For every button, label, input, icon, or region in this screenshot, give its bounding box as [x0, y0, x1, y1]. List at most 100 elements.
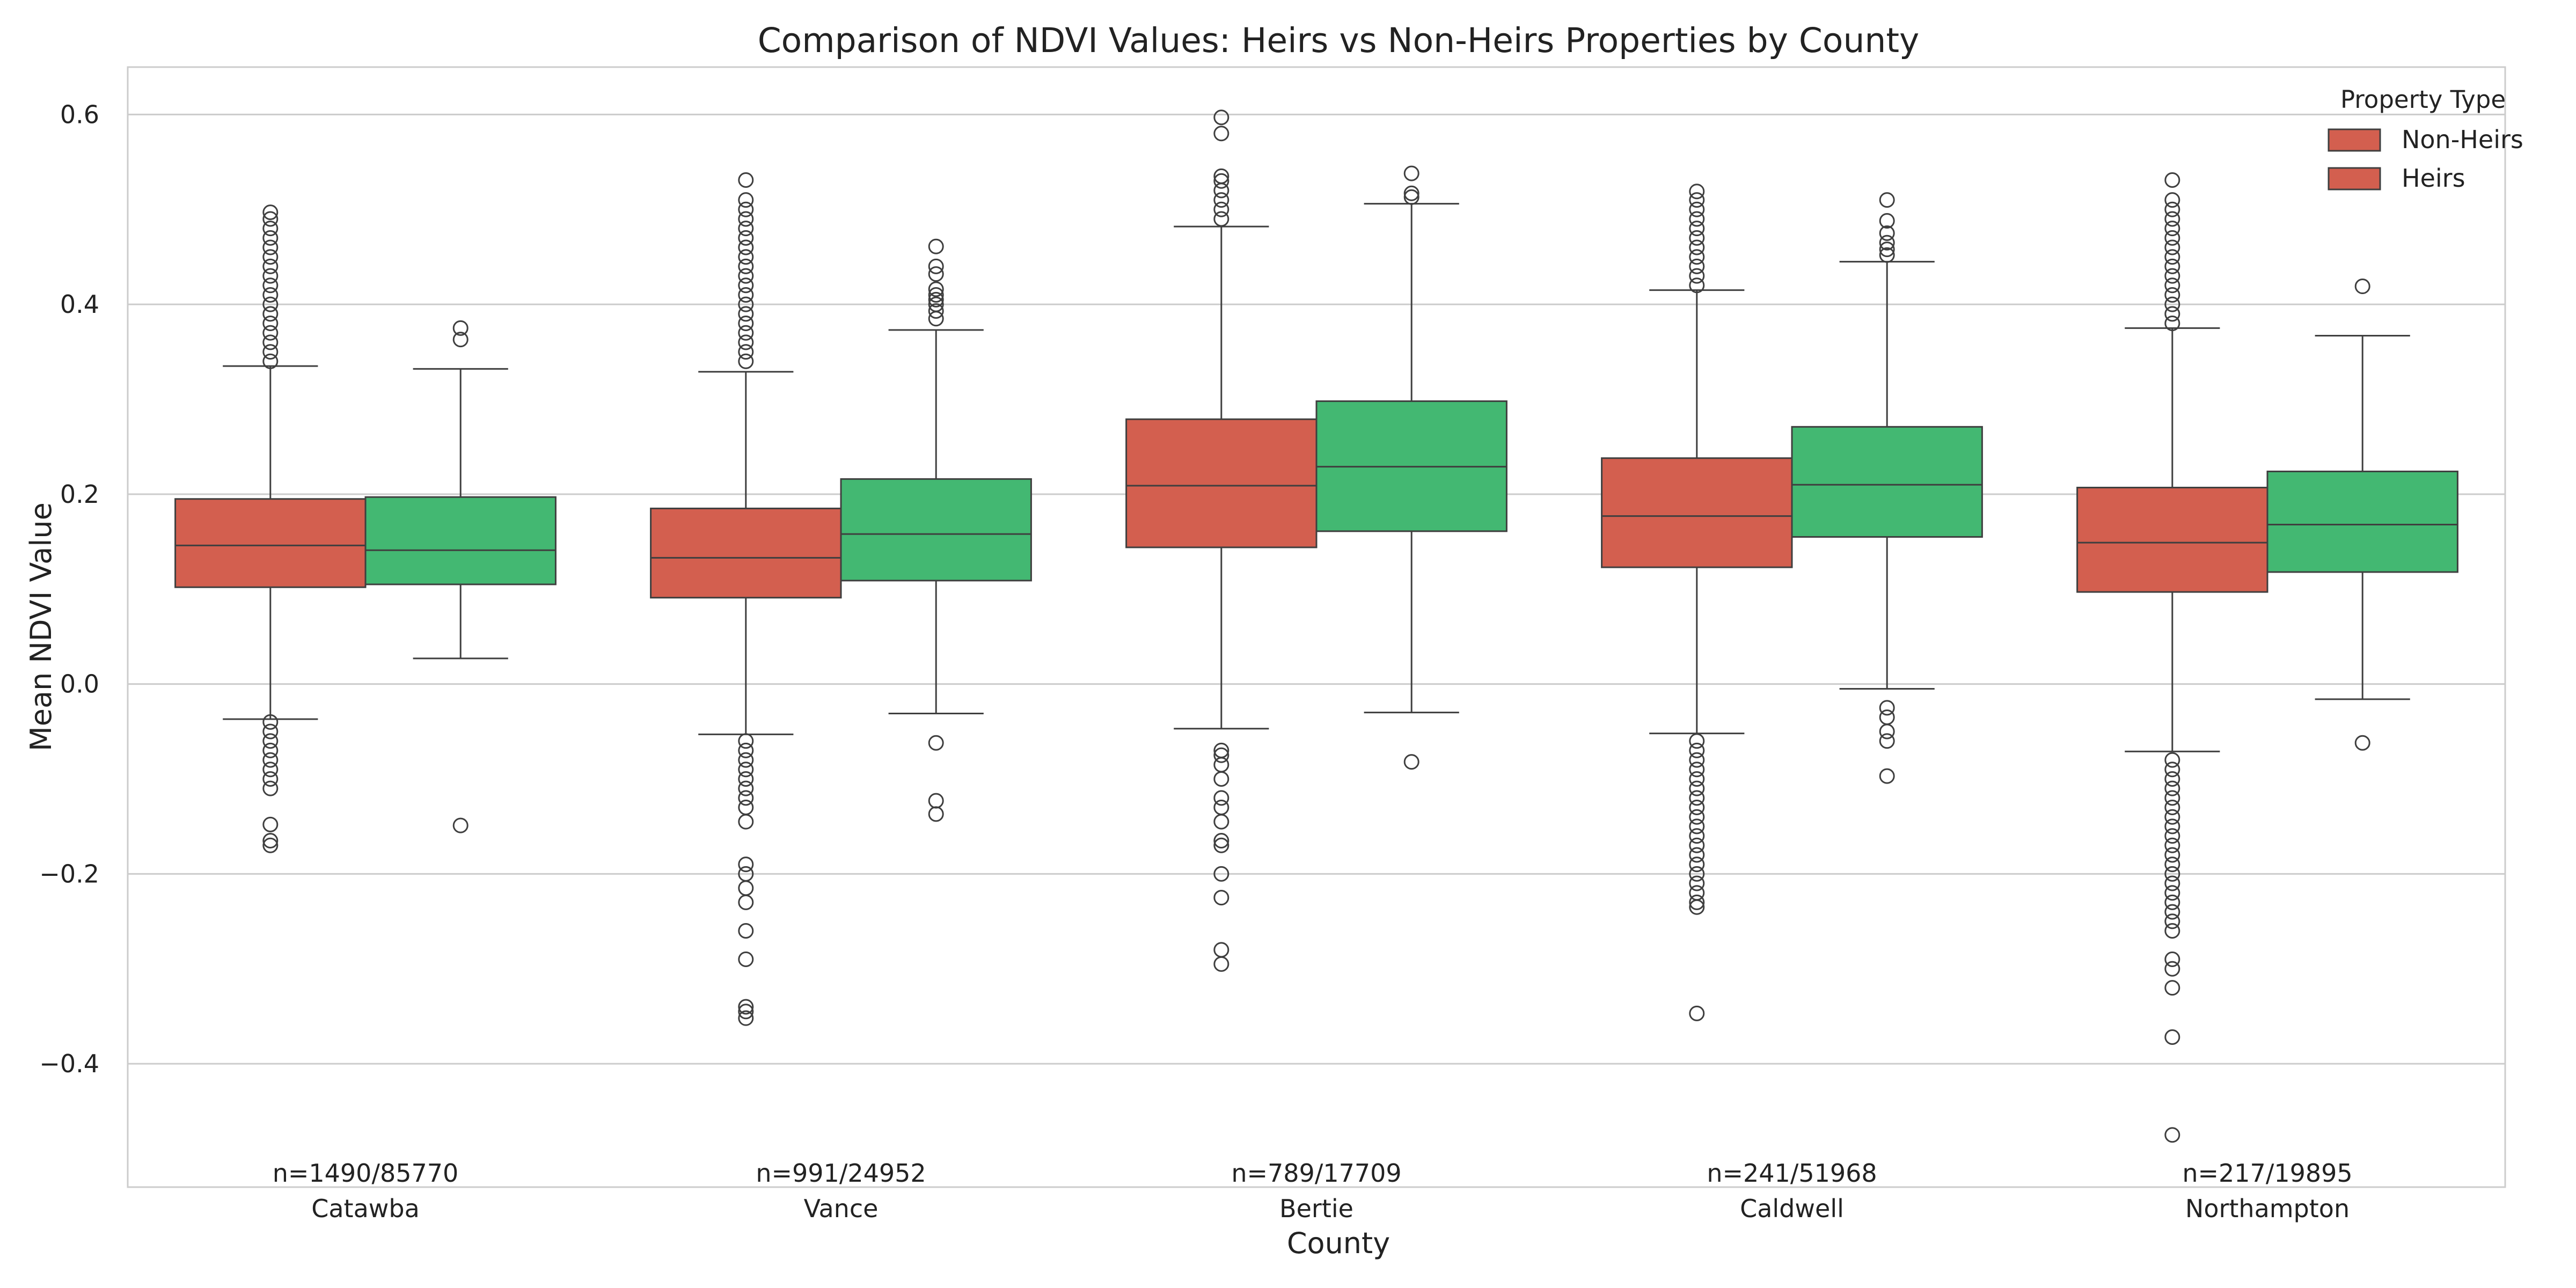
outlier-point	[2164, 875, 2180, 891]
outlier-point	[262, 837, 279, 853]
y-axis-label: Mean NDVI Value	[24, 502, 58, 751]
outlier-point	[928, 735, 944, 751]
legend-label-heirs: Heirs	[2402, 164, 2465, 193]
outlier-point	[1689, 771, 1705, 787]
outlier-point	[262, 258, 279, 274]
outlier-point	[1879, 700, 1895, 716]
x-tick-label: Bertie	[1279, 1194, 1353, 1223]
outlier-point	[1213, 771, 1230, 787]
outlier-point	[1213, 956, 1230, 972]
box-non-heirs	[2076, 172, 2268, 1143]
outlier-point	[262, 723, 279, 740]
outlier-point	[452, 320, 469, 336]
x-tick-label: Caldwell	[1740, 1194, 1844, 1223]
count-label: n=991/24952	[756, 1159, 926, 1188]
outlier-point	[1689, 1005, 1705, 1021]
outlier-point	[1213, 837, 1230, 853]
outlier-point	[262, 306, 279, 322]
outlier-point	[2164, 1029, 2180, 1045]
box-iqr	[1125, 418, 1318, 548]
outlier-point	[738, 742, 754, 758]
outlier-point	[2164, 201, 2180, 217]
outlier-point	[262, 832, 279, 848]
outlier-point	[262, 353, 279, 369]
outlier-point	[1689, 239, 1705, 255]
outlier-point	[738, 221, 754, 237]
outlier-point	[1403, 189, 1419, 205]
outlier-point	[2164, 211, 2180, 227]
outlier-point	[2164, 847, 2180, 863]
outlier-point	[452, 817, 469, 833]
box-iqr	[650, 507, 842, 599]
outlier-point	[738, 923, 754, 939]
legend-label-non-heirs: Non-Heirs	[2402, 125, 2523, 154]
outlier-point	[262, 277, 279, 294]
box-heirs	[1791, 192, 1983, 784]
outlier-point	[2164, 894, 2180, 910]
outlier-point	[1689, 258, 1705, 274]
outlier-point	[262, 239, 279, 255]
box-layer	[174, 109, 2458, 1143]
outlier-point	[1213, 814, 1230, 830]
outlier-point	[2164, 752, 2180, 768]
outlier-point	[1403, 185, 1419, 201]
outlier-point	[738, 172, 754, 188]
outlier-point	[2164, 306, 2180, 322]
plot-area-frame	[127, 66, 2506, 1188]
outlier-point	[2164, 885, 2180, 901]
box-iqr	[364, 496, 557, 586]
outlier-point	[1689, 211, 1705, 227]
outlier-point	[1879, 768, 1895, 784]
outlier-point	[738, 353, 754, 369]
outlier-point	[2164, 239, 2180, 255]
outlier-point	[262, 742, 279, 758]
box-heirs	[840, 238, 1032, 822]
outlier-point	[1689, 828, 1705, 844]
outlier-point	[738, 211, 754, 227]
outlier-point	[1879, 192, 1895, 208]
box-iqr	[174, 498, 367, 588]
outlier-point	[1689, 894, 1705, 910]
outlier-point	[1689, 230, 1705, 246]
outlier-point	[928, 238, 944, 254]
outlier-point	[738, 277, 754, 294]
outlier-point	[262, 752, 279, 768]
outlier-point	[1689, 192, 1705, 208]
legend-swatch-heirs	[2328, 167, 2381, 191]
outlier-point	[738, 814, 754, 830]
outlier-point	[1689, 277, 1705, 294]
outlier-point	[262, 325, 279, 341]
box-heirs	[2266, 279, 2458, 751]
outlier-point	[738, 752, 754, 768]
outlier-point	[1689, 899, 1705, 915]
outlier-point	[262, 344, 279, 360]
outlier-point	[2164, 192, 2180, 208]
outlier-point	[1879, 723, 1895, 740]
outlier-point	[738, 999, 754, 1015]
outlier-point	[738, 325, 754, 341]
outlier-point	[2164, 249, 2180, 265]
outlier-point	[1213, 192, 1230, 208]
outlier-point	[1689, 800, 1705, 816]
outlier-point	[2164, 221, 2180, 237]
outlier-point	[1403, 165, 1419, 181]
outlier-point	[262, 714, 279, 730]
outlier-point	[1689, 866, 1705, 882]
outlier-point	[1689, 733, 1705, 749]
outlier-point	[262, 211, 279, 227]
outlier-point	[738, 733, 754, 749]
outlier-point	[738, 952, 754, 968]
box-non-heirs	[1601, 184, 1793, 1021]
x-tick-label: Vance	[804, 1194, 879, 1223]
outlier-point	[1213, 182, 1230, 199]
outlier-point	[2164, 866, 2180, 882]
box-heirs	[1315, 165, 1507, 770]
count-label: n=789/17709	[1231, 1159, 1401, 1188]
chart-title: Comparison of NDVI Values: Heirs vs Non-…	[758, 21, 1920, 60]
label-layer: 0.6 0.4 0.2 0.0 −0.2 −0.4 n=1490/85770 Catawba n…	[39, 100, 2352, 1223]
outlier-point	[738, 268, 754, 284]
outlier-point	[1213, 109, 1230, 126]
outlier-point	[2164, 1127, 2180, 1143]
